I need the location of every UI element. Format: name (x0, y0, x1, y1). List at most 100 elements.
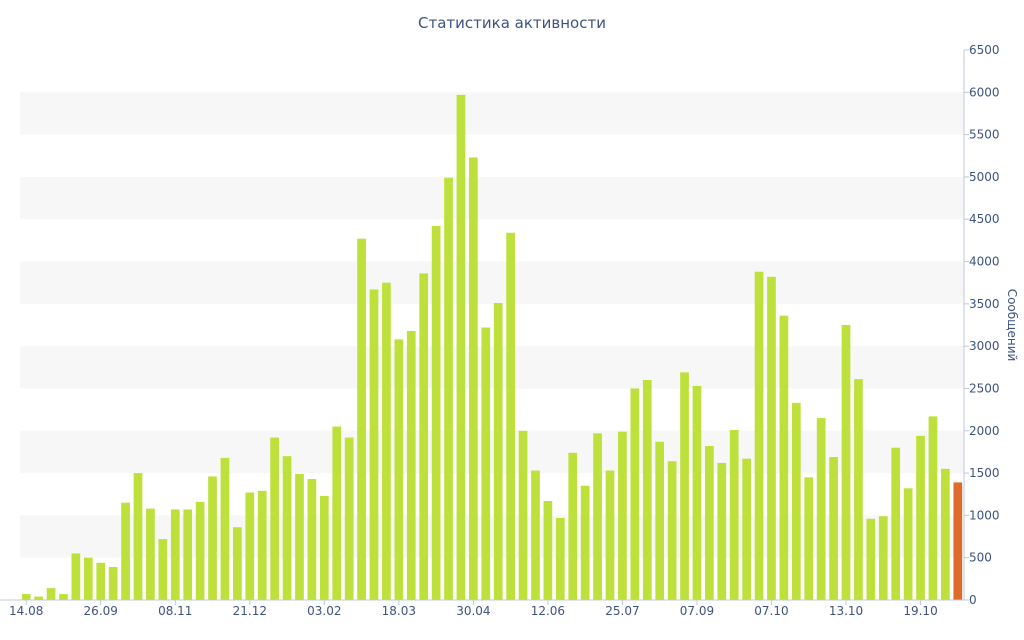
bar[interactable] (369, 289, 379, 600)
bar[interactable] (717, 462, 727, 600)
x-tick-label: 19.10 (903, 604, 937, 618)
bar[interactable] (357, 238, 366, 600)
bar[interactable] (83, 557, 93, 600)
bar[interactable] (382, 282, 391, 600)
y-tick-label: 500 (969, 551, 992, 565)
bar[interactable] (59, 594, 68, 600)
bar[interactable] (233, 527, 242, 600)
bar[interactable] (642, 380, 652, 600)
bar[interactable] (791, 402, 801, 600)
bar[interactable] (506, 232, 515, 600)
grid-band (20, 176, 964, 220)
bar[interactable] (108, 567, 118, 600)
y-tick-label: 5000 (969, 170, 1000, 184)
bar[interactable] (916, 435, 925, 600)
bar-series (21, 94, 963, 600)
bar[interactable] (307, 479, 317, 600)
bar[interactable] (531, 470, 540, 600)
bar[interactable] (183, 509, 193, 600)
bar[interactable] (394, 339, 404, 600)
bar[interactable] (705, 446, 714, 600)
bar[interactable] (928, 416, 938, 600)
bar[interactable] (493, 303, 503, 600)
bar[interactable] (555, 517, 565, 600)
bar[interactable] (878, 516, 888, 600)
x-tick-label: 30.04 (456, 604, 490, 618)
y-tick-label: 6000 (969, 85, 1000, 99)
bar[interactable] (220, 457, 230, 600)
x-axis: 14.08 26.09 08.11 21.12 03.02 18.03 30.04 12.06… (0, 599, 964, 618)
bar[interactable] (481, 327, 491, 600)
bar[interactable] (170, 509, 180, 600)
bar[interactable] (406, 330, 416, 600)
bar[interactable] (605, 470, 615, 600)
x-tick-label: 03.02 (307, 604, 341, 618)
bar[interactable] (829, 457, 838, 600)
bar[interactable] (282, 456, 292, 600)
bar[interactable] (332, 426, 342, 600)
bar[interactable] (816, 418, 826, 600)
grid-band (20, 92, 964, 135)
bar[interactable] (692, 385, 702, 600)
bar[interactable] (767, 276, 776, 600)
y-tick-label: 1500 (969, 466, 1000, 480)
grid-band (20, 261, 964, 304)
bar[interactable] (866, 518, 876, 600)
bar[interactable] (158, 539, 168, 600)
bar[interactable] (295, 473, 304, 600)
bar[interactable] (655, 441, 665, 600)
bar[interactable] (742, 458, 751, 600)
bar[interactable] (518, 430, 528, 600)
bar-current[interactable] (953, 482, 963, 600)
bar[interactable] (444, 177, 453, 600)
bar[interactable] (456, 94, 466, 600)
bar[interactable] (46, 588, 56, 600)
bar[interactable] (257, 490, 267, 600)
bar[interactable] (568, 452, 578, 600)
chart-title: Статистика активности (418, 14, 606, 32)
bar[interactable] (270, 437, 279, 600)
grid-band (20, 430, 964, 474)
y-axis-title: Сообщений (1005, 289, 1019, 362)
bar[interactable] (21, 594, 31, 600)
bar[interactable] (667, 461, 677, 600)
bar[interactable] (319, 495, 329, 600)
bar[interactable] (419, 273, 429, 600)
bar[interactable] (891, 447, 901, 600)
bar[interactable] (96, 562, 106, 600)
bar[interactable] (133, 473, 143, 600)
bar[interactable] (431, 226, 441, 600)
bar[interactable] (580, 485, 590, 600)
bar[interactable] (146, 508, 155, 600)
bar[interactable] (804, 477, 814, 600)
bar[interactable] (841, 325, 851, 600)
bar[interactable] (903, 488, 913, 600)
bar[interactable] (208, 476, 217, 600)
bar[interactable] (754, 271, 764, 600)
bar[interactable] (71, 553, 81, 600)
grid-band (20, 346, 964, 389)
bar[interactable] (469, 157, 478, 600)
bar[interactable] (195, 501, 205, 600)
bar[interactable] (593, 433, 602, 600)
bar[interactable] (680, 372, 689, 600)
bar[interactable] (779, 315, 789, 600)
bar[interactable] (34, 596, 43, 600)
bar[interactable] (245, 492, 255, 600)
bar[interactable] (618, 431, 627, 600)
bar[interactable] (630, 388, 640, 600)
y-axis: 0 500 1000 1500 2000 2500 3000 3500 4000 4500 5000… (963, 43, 1000, 607)
bar[interactable] (543, 501, 553, 600)
bar[interactable] (854, 379, 863, 600)
bar[interactable] (729, 429, 739, 600)
bar[interactable] (941, 468, 950, 600)
y-tick-label: 1000 (969, 508, 1000, 522)
x-tick-label: 18.03 (382, 604, 416, 618)
x-tick-label: 08.11 (158, 604, 192, 618)
bar[interactable] (344, 437, 354, 600)
x-tick-label: 26.09 (84, 604, 118, 618)
y-tick-label: 6500 (969, 43, 1000, 57)
grid-bands (20, 92, 964, 558)
bar[interactable] (121, 502, 130, 600)
